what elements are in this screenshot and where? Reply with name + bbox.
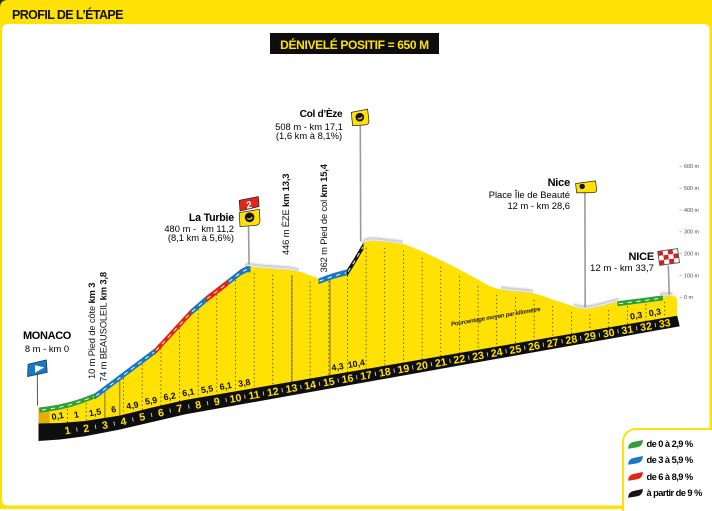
svg-text:6,1: 6,1	[181, 386, 195, 398]
svg-text:200 m: 200 m	[684, 252, 699, 258]
svg-text:19: 19	[397, 363, 411, 377]
svg-text:6,2: 6,2	[163, 390, 177, 402]
svg-text:0 m: 0 m	[684, 295, 693, 301]
svg-text:13: 13	[285, 382, 299, 396]
svg-text:0,1: 0,1	[51, 410, 65, 422]
svg-text:3,8: 3,8	[237, 377, 251, 389]
svg-text:400 m: 400 m	[684, 208, 699, 214]
svg-text:0,3: 0,3	[629, 310, 643, 322]
svg-text:5,5: 5,5	[200, 383, 214, 395]
svg-text:600 m: 600 m	[684, 164, 699, 170]
svg-text:446 m ÈZE km 13,3: 446 m ÈZE km 13,3	[280, 174, 291, 255]
svg-text:100 m: 100 m	[684, 273, 699, 279]
svg-text:25: 25	[509, 343, 523, 357]
svg-text:24: 24	[490, 346, 504, 360]
svg-text:4,9: 4,9	[126, 399, 140, 411]
svg-text:74 m BEAUSOLEIL km 3,8: 74 m BEAUSOLEIL km 3,8	[98, 272, 109, 382]
svg-text:15: 15	[322, 376, 336, 390]
svg-text:10 m Pied de côte km 3: 10 m Pied de côte km 3	[86, 283, 97, 379]
svg-text:23: 23	[471, 350, 485, 364]
svg-text:10: 10	[229, 392, 243, 406]
svg-text:22: 22	[453, 353, 467, 367]
svg-text:28: 28	[565, 333, 579, 347]
svg-text:27: 27	[546, 337, 560, 351]
svg-text:20: 20	[415, 359, 429, 373]
svg-text:26: 26	[527, 340, 541, 354]
svg-text:14: 14	[303, 379, 317, 393]
svg-text:29: 29	[583, 330, 597, 344]
svg-text:21: 21	[434, 356, 448, 370]
svg-text:12: 12	[266, 385, 280, 399]
svg-text:5,9: 5,9	[144, 395, 158, 407]
svg-text:33: 33	[658, 317, 672, 331]
svg-text:31: 31	[621, 323, 635, 337]
svg-text:362 m Pied de col km 15,4: 362 m Pied de col km 15,4	[318, 163, 329, 272]
svg-text:6,1: 6,1	[219, 380, 233, 392]
svg-text:11: 11	[248, 389, 261, 403]
svg-text:30: 30	[602, 327, 616, 341]
svg-text:1,5: 1,5	[88, 406, 102, 418]
svg-text:18: 18	[378, 366, 392, 380]
svg-text:500 m: 500 m	[684, 186, 699, 192]
svg-text:0,3: 0,3	[648, 306, 662, 318]
svg-text:32: 32	[639, 320, 653, 334]
svg-text:300 m: 300 m	[684, 230, 699, 236]
svg-text:17: 17	[359, 369, 373, 383]
svg-text:4,3: 4,3	[331, 361, 345, 373]
svg-text:16: 16	[341, 372, 355, 386]
